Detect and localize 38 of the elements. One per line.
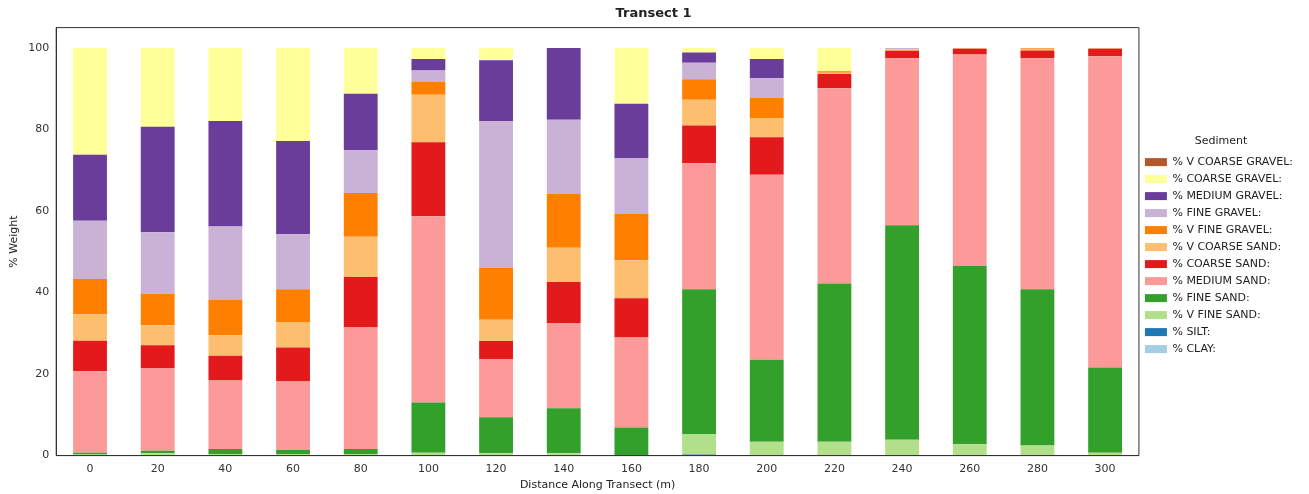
chart-title: Transect 1 xyxy=(615,5,692,21)
x-tick-label: 160 xyxy=(620,462,642,476)
x-tick-label: 240 xyxy=(891,462,913,476)
legend-label: % FINE GRAVEL: xyxy=(1172,205,1262,219)
y-tick-label: 0 xyxy=(42,448,50,462)
y-tick-label: 40 xyxy=(35,285,50,299)
legend-label: % V FINE SAND: xyxy=(1172,307,1261,321)
y-tick-label: 60 xyxy=(35,203,50,217)
legend-label: % V COARSE SAND: xyxy=(1172,239,1282,253)
x-tick-label: 0 xyxy=(86,462,94,476)
x-tick-label: 80 xyxy=(353,462,368,476)
legend-label: % SILT: xyxy=(1172,324,1211,338)
x-tick-label: 180 xyxy=(688,462,710,476)
legend-label: % COARSE SAND: xyxy=(1172,256,1271,270)
legend-label: % V COARSE GRAVEL: xyxy=(1172,154,1294,168)
x-tick-label: 60 xyxy=(286,462,301,476)
x-axis-title: Distance Along Transect (m) xyxy=(519,478,676,492)
y-tick-label: 80 xyxy=(35,122,50,136)
x-tick-label: 220 xyxy=(823,462,845,476)
x-tick-label: 120 xyxy=(485,462,507,476)
x-tick-label: 280 xyxy=(1026,462,1048,476)
legend-label: % MEDIUM SAND: xyxy=(1172,273,1271,287)
x-tick-label: 20 xyxy=(150,462,165,476)
legend-label: % V FINE GRAVEL: xyxy=(1172,222,1273,236)
x-tick-label: 140 xyxy=(553,462,575,476)
y-tick-label: 100 xyxy=(28,40,50,54)
x-tick-label: 200 xyxy=(756,462,778,476)
legend-label: % FINE SAND: xyxy=(1172,290,1250,304)
x-tick-label: 300 xyxy=(1094,462,1116,476)
x-tick-label: 100 xyxy=(417,462,439,476)
x-tick-label: 260 xyxy=(959,462,981,476)
legend-label: % COARSE GRAVEL: xyxy=(1172,171,1282,185)
legend-title: Sediment xyxy=(1194,133,1248,147)
y-axis-title: % Weight xyxy=(7,214,21,268)
legend-label: % CLAY: xyxy=(1172,341,1217,355)
legend-label: % MEDIUM GRAVEL: xyxy=(1172,188,1283,202)
x-tick-label: 40 xyxy=(218,462,233,476)
y-tick-label: 20 xyxy=(35,366,50,380)
